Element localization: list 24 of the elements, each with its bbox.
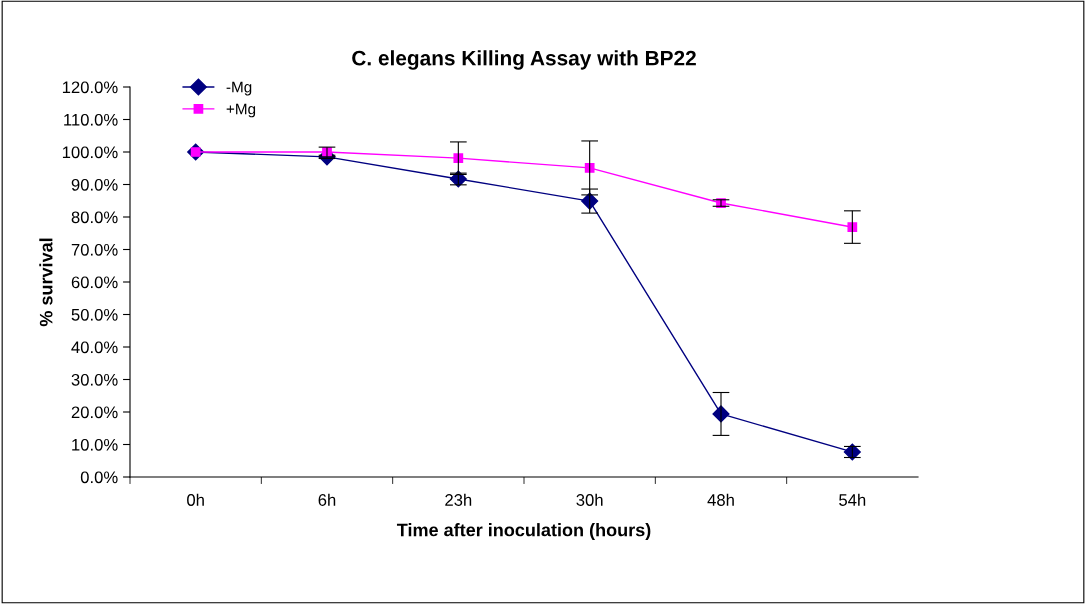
x-tick-label: 6h bbox=[318, 493, 336, 506]
x-axis-title: Time after inoculation (hours) bbox=[396, 523, 651, 540]
legend-label: -Mg bbox=[226, 81, 252, 96]
x-tick-label: 54h bbox=[839, 493, 866, 506]
y-tick-label: 110.0% bbox=[64, 113, 118, 126]
y-tick-label: 120.0% bbox=[62, 81, 118, 94]
y-tick-label: 50.0% bbox=[71, 308, 118, 321]
y-tick-label: 0.0% bbox=[80, 471, 118, 484]
x-tick-label: 30h bbox=[576, 493, 603, 506]
x-tick-label: 48h bbox=[707, 493, 734, 506]
chart-title: C. elegans Killing Assay with BP22 bbox=[352, 50, 696, 70]
y-tick-label: 80.0% bbox=[71, 211, 118, 224]
y-tick-label: 10.0% bbox=[72, 438, 118, 451]
y-tick-label: 100.0% bbox=[62, 146, 118, 159]
y-tick-label: 90.0% bbox=[71, 178, 118, 191]
y-tick-label: 30.0% bbox=[71, 373, 118, 386]
y-tick-label: 60.0% bbox=[71, 276, 118, 289]
y-tick-label: 70.0% bbox=[71, 243, 118, 256]
y-tick-label: 20.0% bbox=[71, 406, 118, 419]
x-tick-label: 23h bbox=[445, 493, 472, 506]
legend-label: +Mg bbox=[226, 103, 256, 118]
x-tick-label: 0h bbox=[187, 493, 204, 506]
y-axis-title: % survival bbox=[39, 238, 53, 327]
y-tick-label: 40.0% bbox=[71, 341, 118, 354]
